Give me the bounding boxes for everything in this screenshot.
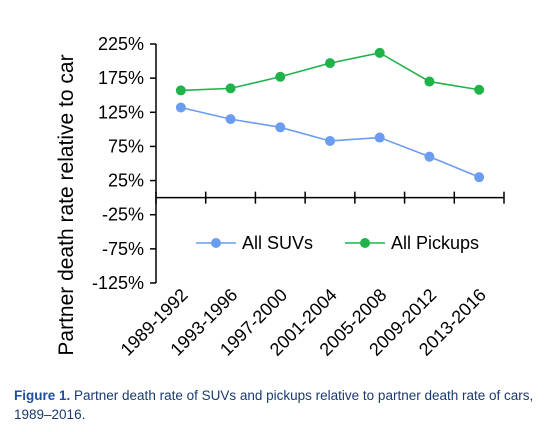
data-point	[474, 172, 485, 183]
legend-marker	[211, 238, 221, 248]
data-point	[275, 71, 286, 82]
data-point	[325, 135, 335, 146]
y-axis-title: Partner death rate relative to car	[55, 54, 78, 355]
data-point	[275, 122, 286, 133]
chart-legend: All SUVs All Pickups	[196, 233, 479, 253]
data-point	[374, 132, 385, 143]
legend-marker	[360, 238, 370, 248]
data-point	[175, 102, 186, 113]
chart-axes	[150, 43, 505, 284]
data-point	[424, 76, 435, 87]
y-tick-label: 175%	[98, 68, 144, 88]
data-point	[325, 58, 335, 69]
data-point	[424, 151, 435, 162]
legend-label: All Pickups	[391, 233, 479, 253]
caption-text: Partner death rate of SUVs and pickups r…	[14, 388, 534, 422]
x-tick-labels: 1989-19921993-19961997-20002001-20042005…	[117, 285, 490, 360]
data-point	[225, 114, 236, 125]
data-point	[374, 47, 385, 58]
y-tick-labels: 225% 175% 125% 75% 25% -25% -75% -125%	[92, 34, 144, 293]
line-chart: 225% 175% 125% 75% 25% -25% -75% -125% 1989-199…	[55, 34, 505, 360]
y-tick-label: -25%	[102, 205, 144, 225]
data-point	[175, 85, 186, 96]
y-tick-label: 125%	[98, 102, 144, 122]
y-tick-label: -75%	[102, 239, 144, 259]
data-point	[474, 84, 485, 95]
caption-lead: Figure 1.	[14, 388, 71, 403]
y-tick-label: 75%	[108, 136, 144, 156]
data-point	[225, 83, 236, 94]
y-tick-label: 25%	[108, 171, 144, 191]
chart-series	[175, 47, 485, 183]
legend-label: All SUVs	[242, 233, 313, 253]
y-tick-label: 225%	[98, 34, 144, 54]
y-tick-label: -125%	[92, 273, 144, 293]
figure-caption: Figure 1. Partner death rate of SUVs and…	[14, 386, 539, 424]
